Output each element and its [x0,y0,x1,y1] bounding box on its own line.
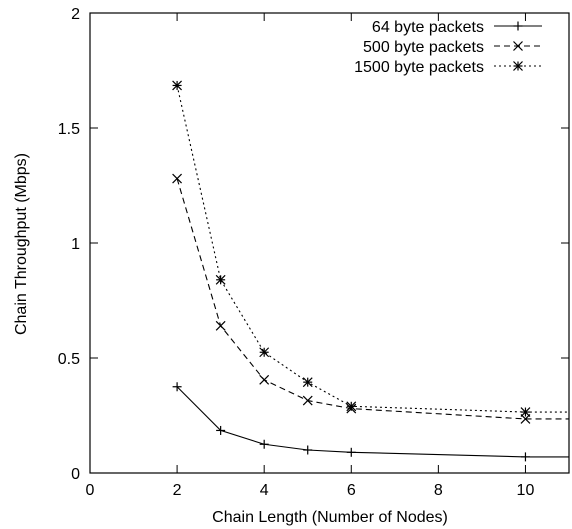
legend-item: 500 byte packets [363,39,542,56]
data-point [520,414,531,424]
data-point [215,320,226,331]
series-3 [172,80,569,417]
data-point [259,347,270,358]
legend-label: 64 byte packets [372,19,484,36]
series-group [172,80,569,462]
data-point [172,80,183,91]
data-point [346,447,356,457]
data-point [513,21,523,31]
x-tick-label: 6 [347,482,356,499]
data-point [513,61,523,71]
axes: 0 2 4 6 8 10 0 0.5 1 1.5 2 [58,6,570,499]
x-tick-label: 8 [434,482,443,499]
data-point [302,395,313,406]
series-line [176,386,569,458]
x-tick-label: 0 [86,482,95,499]
x-tick-label: 2 [173,482,182,499]
data-point [216,425,226,435]
legend-item: 64 byte packets [372,19,542,36]
series-line [176,85,569,413]
data-point [215,274,226,285]
x-tick-label: 4 [260,482,269,499]
series-line [176,178,569,420]
x-tick-label: 10 [517,482,535,499]
data-point [520,407,531,417]
data-point [346,401,357,412]
data-point [520,452,530,462]
y-tick-label: 2 [71,6,80,23]
y-tick-label: 1.5 [58,121,80,138]
y-tick-label: 0.5 [58,351,80,368]
legend: 64 byte packets 500 byte packets 1500 byte… [354,19,542,76]
data-point [302,377,313,388]
legend-item: 1500 byte packets [354,59,542,76]
legend-label: 1500 byte packets [354,59,484,76]
data-point [303,445,313,455]
data-point [172,173,183,184]
y-tick-label: 0 [71,466,80,483]
y-tick-label: 1 [71,236,80,253]
legend-label: 500 byte packets [363,39,484,56]
data-point [513,41,523,51]
data-point [259,439,269,449]
y-axis-label: Chain Throughput (Mbps) [13,153,30,335]
x-axis-label: Chain Length (Number of Nodes) [212,509,448,526]
data-point [172,382,182,392]
data-point [259,374,270,385]
series-1 [172,382,569,462]
plot-frame [89,12,570,474]
series-2 [172,173,569,424]
